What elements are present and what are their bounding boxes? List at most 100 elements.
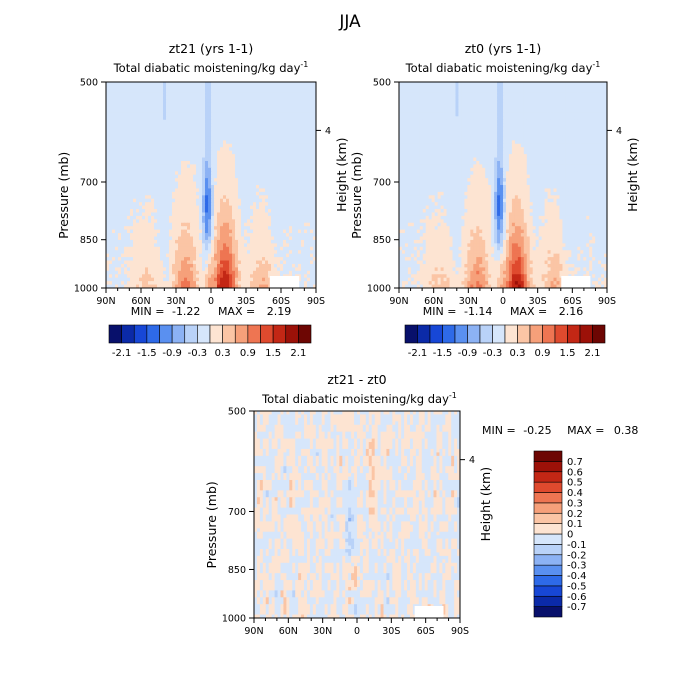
heatmap-cell — [553, 92, 557, 97]
heatmap-cell — [259, 198, 263, 203]
heatmap-cell — [223, 222, 227, 227]
heatmap-cell — [136, 164, 140, 169]
heatmap-cell — [283, 174, 287, 179]
heatmap-cell — [148, 171, 152, 176]
heatmap-cell — [280, 102, 284, 107]
heatmap-cell — [229, 260, 233, 265]
heatmap-cell — [523, 112, 528, 117]
heatmap-cell — [130, 205, 134, 210]
heatmap-cell — [205, 222, 209, 227]
heatmap-cell — [280, 147, 284, 152]
heatmap-cell — [517, 109, 522, 114]
heatmap-cell — [220, 195, 224, 200]
heatmap-cell — [229, 140, 233, 145]
heatmap-cell — [109, 167, 113, 172]
heatmap-cell — [244, 226, 248, 231]
heatmap-cell — [449, 82, 453, 86]
heatmap-cell — [214, 126, 218, 131]
heatmap-cell — [205, 181, 209, 186]
heatmap-cell — [301, 226, 305, 231]
heatmap-cell — [256, 140, 260, 145]
heatmap-cell — [286, 219, 290, 224]
heatmap-cell — [148, 185, 152, 189]
heatmap-cell — [313, 233, 317, 237]
heatmap-cell — [112, 95, 116, 100]
heatmap-cell — [292, 243, 296, 248]
heatmap-cell — [253, 178, 257, 183]
heatmap-cell — [121, 88, 125, 93]
heatmap-cell — [532, 85, 537, 90]
heatmap-cell — [109, 250, 113, 255]
heatmap-cell — [166, 171, 170, 176]
heatmap-cell — [485, 85, 489, 90]
heatmap-cell — [583, 92, 587, 97]
heatmap-cell — [295, 143, 299, 148]
heatmap-cell — [274, 246, 278, 251]
heatmap-cell — [247, 167, 251, 172]
heatmap-cell — [232, 229, 236, 234]
heatmap-cell — [169, 195, 173, 200]
heatmap-cell — [106, 253, 110, 258]
heatmap-cell — [413, 88, 418, 93]
heatmap-cell — [109, 88, 113, 93]
heatmap-cell — [145, 123, 149, 128]
heatmap-cell — [199, 195, 203, 200]
heatmap-cell — [274, 181, 278, 186]
heatmap-cell — [286, 136, 290, 141]
heatmap-cell — [538, 92, 543, 97]
heatmap-cell — [127, 154, 131, 159]
heatmap-cell — [253, 226, 257, 231]
heatmap-cell — [211, 253, 215, 258]
heatmap-cell — [265, 126, 269, 131]
heatmap-cell — [196, 267, 200, 272]
heatmap-cell — [571, 95, 575, 100]
heatmap-cell — [121, 284, 125, 289]
heatmap-cell — [202, 270, 206, 275]
heatmap-cell — [154, 85, 158, 90]
heatmap-cell — [271, 133, 275, 138]
heatmap-cell — [106, 219, 110, 224]
heatmap-cell — [196, 281, 200, 286]
heatmap-cell — [271, 263, 275, 268]
heatmap-cell — [187, 116, 191, 121]
heatmap-cell — [151, 133, 155, 138]
heatmap-cell — [112, 154, 116, 159]
heatmap-cell — [437, 88, 442, 93]
heatmap-cell — [217, 99, 221, 104]
heatmap-cell — [208, 164, 212, 169]
heatmap-cell — [256, 92, 260, 97]
heatmap-cell — [139, 260, 143, 265]
heatmap-cell — [473, 102, 477, 107]
heatmap-cell — [259, 250, 263, 255]
heatmap-cell — [292, 263, 296, 268]
heatmap-cell — [565, 82, 569, 86]
heatmap-cell — [286, 246, 290, 251]
heatmap-cell — [127, 85, 131, 90]
heatmap-cell — [193, 229, 197, 234]
panel-title-text: Total diabatic moistening/kg day — [405, 60, 593, 75]
heatmap-cell — [166, 102, 170, 107]
heatmap-cell — [196, 133, 200, 138]
heatmap-cell — [202, 154, 206, 159]
heatmap-cell — [295, 116, 299, 121]
heatmap-cell — [259, 126, 263, 131]
heatmap-cell — [419, 99, 424, 104]
heatmap-cell — [145, 229, 149, 234]
heatmap-cell — [449, 99, 453, 104]
heatmap-cell — [220, 160, 224, 165]
heatmap-cell — [244, 185, 248, 189]
heatmap-cell — [431, 99, 436, 104]
heatmap-cell — [193, 263, 197, 268]
heatmap-cell — [166, 147, 170, 152]
heatmap-cell — [226, 212, 230, 217]
heatmap-cell — [172, 281, 176, 286]
heatmap-cell — [310, 257, 314, 262]
heatmap-cell — [121, 92, 125, 97]
heatmap-cell — [307, 116, 311, 121]
heatmap-cell — [544, 106, 549, 110]
heatmap-cell — [458, 88, 462, 93]
heatmap-cell — [151, 174, 155, 179]
heatmap-cell — [500, 106, 504, 110]
heatmap-cell — [232, 147, 236, 152]
heatmap-cell — [142, 284, 146, 289]
